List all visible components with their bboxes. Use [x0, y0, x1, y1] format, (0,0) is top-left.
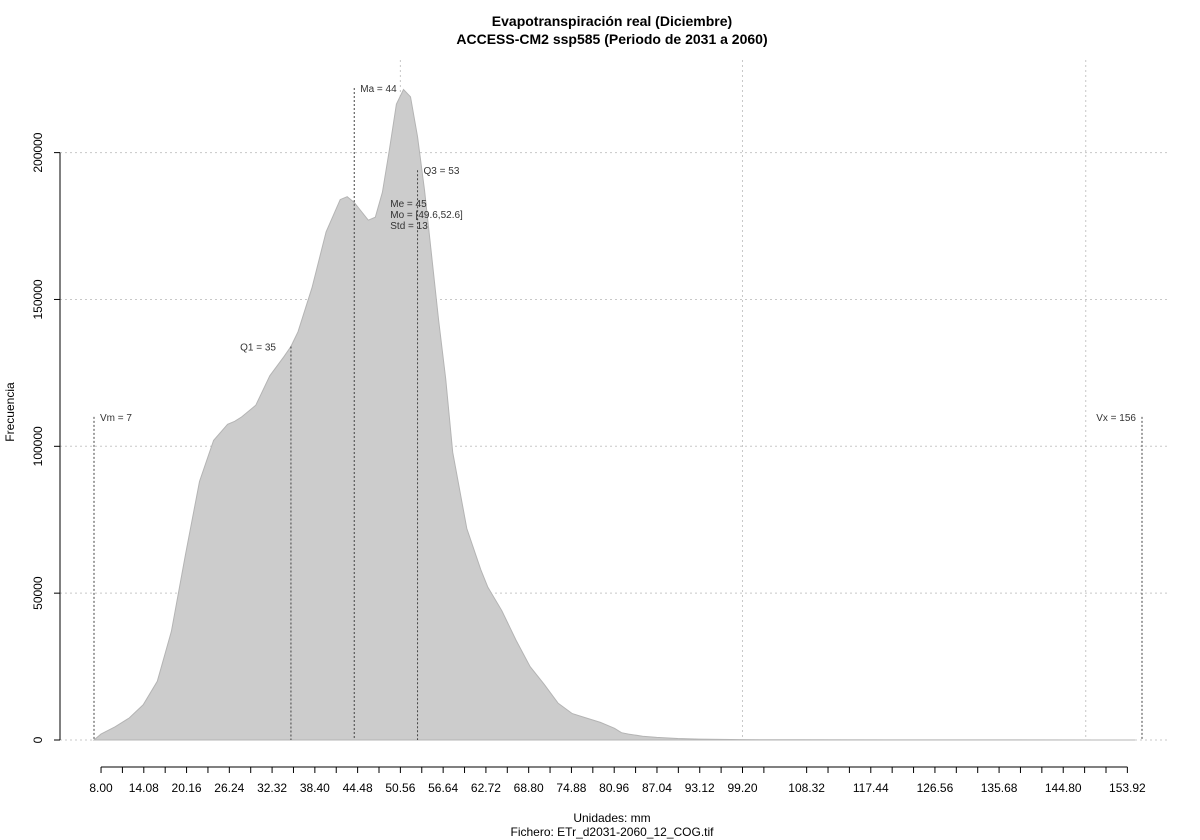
y-tick-label: 200000: [31, 132, 45, 172]
frequency-area: [92, 88, 1135, 741]
x-tick-label: 20.16: [172, 781, 202, 795]
stat-annotations: Vm = 7 Q1 = 35 Ma = 44 Q3 = 53 Vx = 156 Me = …: [93, 84, 1143, 740]
center-stat-label: Mo = [49.6,52.6]: [390, 210, 463, 221]
x-tick-label: 62.72: [471, 781, 501, 795]
x-tick-label: 80.96: [599, 781, 629, 795]
stat-label: Ma = 44: [360, 84, 397, 95]
y-tick-label: 50000: [31, 576, 45, 610]
chart-subtitle: ACCESS-CM2 ssp585 (Periodo de 2031 a 206…: [456, 31, 767, 47]
chart-title: Evapotranspiración real (Diciembre): [492, 13, 732, 29]
x-tick-label: 8.00: [89, 781, 113, 795]
stat-label: Vx = 156: [1096, 413, 1136, 424]
file-caption: Fichero: ETr_d2031-2060_12_COG.tif: [511, 825, 715, 839]
y-tick-label: 0: [31, 736, 45, 743]
x-tick-label: 56.64: [428, 781, 458, 795]
x-tick-label: 38.40: [300, 781, 330, 795]
x-axis-label: Unidades: mm: [573, 811, 650, 825]
x-tick-label: 108.32: [788, 781, 825, 795]
x-tick-label: 144.80: [1045, 781, 1082, 795]
stat-label: Vm = 7: [100, 413, 132, 424]
center-stat-label: Me = 45: [390, 199, 427, 210]
stat-label: Q3 = 53: [424, 166, 460, 177]
y-tick-label: 100000: [31, 426, 45, 466]
y-tick-label: 150000: [31, 279, 45, 319]
x-tick-label: 117.44: [853, 781, 889, 795]
x-tick-label: 135.68: [981, 781, 1018, 795]
center-stat-label: Std = 13: [390, 221, 428, 232]
x-tick-label: 44.48: [343, 781, 373, 795]
x-tick-label: 68.80: [514, 781, 544, 795]
axes: 0 50000 100000 150000 200000 8.00 14.08 20.16 26…: [31, 132, 1146, 795]
x-tick-label: 14.08: [129, 781, 159, 795]
x-tick-label: 74.88: [556, 781, 586, 795]
x-tick-label: 87.04: [642, 781, 672, 795]
x-tick-label: 126.56: [917, 781, 954, 795]
x-tick-label: 26.24: [214, 781, 244, 795]
x-tick-label: 153.92: [1109, 781, 1146, 795]
x-tick-label: 93.12: [685, 781, 715, 795]
x-tick-label: 32.32: [257, 781, 287, 795]
y-axis-label: Frecuencia: [3, 382, 17, 442]
stat-label: Q1 = 35: [240, 342, 276, 353]
x-tick-label: 50.56: [385, 781, 415, 795]
x-tick-label: 99.20: [727, 781, 757, 795]
